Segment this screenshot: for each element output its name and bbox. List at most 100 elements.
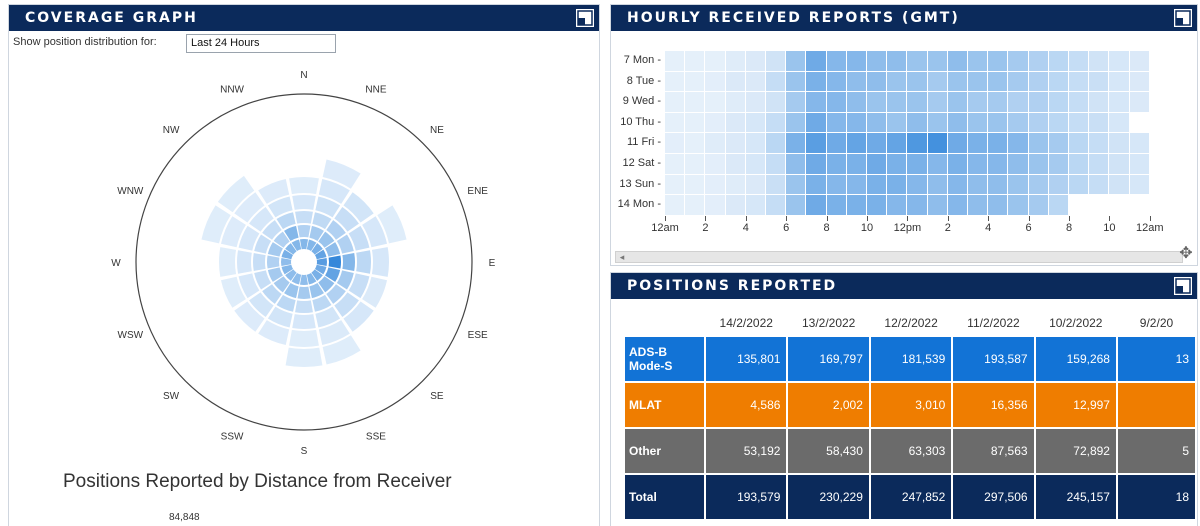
heatmap-cell[interactable] bbox=[1008, 195, 1028, 215]
heatmap-cell[interactable] bbox=[705, 154, 725, 174]
heatmap-cell[interactable] bbox=[1008, 112, 1028, 133]
heatmap-cell[interactable] bbox=[665, 71, 685, 92]
heatmap-cell[interactable] bbox=[806, 51, 826, 71]
heatmap-cell[interactable] bbox=[867, 112, 887, 133]
heatmap-cell[interactable] bbox=[826, 154, 846, 174]
heatmap-cell[interactable] bbox=[887, 92, 907, 112]
heatmap-cell[interactable] bbox=[968, 92, 988, 112]
heatmap-cell[interactable] bbox=[846, 195, 866, 215]
heatmap-cell[interactable] bbox=[867, 133, 887, 153]
heatmap-cell[interactable] bbox=[745, 133, 765, 153]
heatmap-cell[interactable] bbox=[846, 92, 866, 112]
heatmap-cell[interactable] bbox=[1129, 174, 1149, 195]
heatmap-cell[interactable] bbox=[1028, 174, 1048, 195]
heatmap-cell[interactable] bbox=[725, 112, 745, 133]
heatmap-cell[interactable] bbox=[1028, 133, 1048, 153]
heatmap-cell[interactable] bbox=[745, 154, 765, 174]
heatmap-cell[interactable] bbox=[826, 71, 846, 92]
heatmap-cell[interactable] bbox=[968, 195, 988, 215]
heatmap-cell[interactable] bbox=[665, 92, 685, 112]
heatmap-cell[interactable] bbox=[968, 51, 988, 71]
heatmap-cell[interactable] bbox=[988, 154, 1008, 174]
heatmap-cell[interactable] bbox=[1109, 154, 1129, 174]
heatmap-cell[interactable] bbox=[1028, 195, 1048, 215]
heatmap-cell[interactable] bbox=[766, 112, 786, 133]
heatmap-cell[interactable] bbox=[1129, 154, 1149, 174]
heatmap-cell[interactable] bbox=[725, 195, 745, 215]
heatmap-cell[interactable] bbox=[1028, 112, 1048, 133]
heatmap-cell[interactable] bbox=[927, 174, 947, 195]
heatmap-cell[interactable] bbox=[927, 112, 947, 133]
heatmap-cell[interactable] bbox=[786, 51, 806, 71]
heatmap-cell[interactable] bbox=[1048, 195, 1068, 215]
heatmap-cell[interactable] bbox=[1069, 154, 1089, 174]
heatmap-cell[interactable] bbox=[1069, 71, 1089, 92]
heatmap-cell[interactable] bbox=[685, 92, 705, 112]
heatmap-cell[interactable] bbox=[705, 195, 725, 215]
heatmap-cell[interactable] bbox=[947, 174, 967, 195]
heatmap-cell[interactable] bbox=[806, 133, 826, 153]
scroll-left-icon[interactable]: ◂ bbox=[619, 252, 625, 262]
heatmap-cell[interactable] bbox=[968, 71, 988, 92]
heatmap-cell[interactable] bbox=[766, 154, 786, 174]
heatmap-cell[interactable] bbox=[786, 174, 806, 195]
heatmap-cell[interactable] bbox=[1089, 92, 1109, 112]
heatmap-cell[interactable] bbox=[745, 51, 765, 71]
horizontal-scrollbar[interactable]: ◂ bbox=[615, 251, 1183, 263]
heatmap-cell[interactable] bbox=[947, 51, 967, 71]
heatmap-cell[interactable] bbox=[665, 51, 685, 71]
heatmap-cell[interactable] bbox=[1109, 51, 1129, 71]
heatmap-cell[interactable] bbox=[766, 51, 786, 71]
expand-icon[interactable] bbox=[1173, 276, 1193, 296]
heatmap-cell[interactable] bbox=[867, 174, 887, 195]
heatmap-cell[interactable] bbox=[685, 195, 705, 215]
heatmap-cell[interactable] bbox=[1069, 51, 1089, 71]
heatmap-cell[interactable] bbox=[867, 71, 887, 92]
heatmap-cell[interactable] bbox=[1109, 174, 1129, 195]
heatmap-cell[interactable] bbox=[1129, 133, 1149, 153]
heatmap-cell[interactable] bbox=[988, 51, 1008, 71]
heatmap-cell[interactable] bbox=[766, 195, 786, 215]
heatmap-cell[interactable] bbox=[1048, 112, 1068, 133]
heatmap-cell[interactable] bbox=[1028, 92, 1048, 112]
heatmap-cell[interactable] bbox=[1008, 71, 1028, 92]
heatmap-cell[interactable] bbox=[1109, 71, 1129, 92]
heatmap-cell[interactable] bbox=[826, 174, 846, 195]
heatmap-cell[interactable] bbox=[806, 174, 826, 195]
heatmap-cell[interactable] bbox=[786, 195, 806, 215]
heatmap-cell[interactable] bbox=[887, 195, 907, 215]
heatmap-cell[interactable] bbox=[806, 154, 826, 174]
heatmap-cell[interactable] bbox=[685, 51, 705, 71]
heatmap-cell[interactable] bbox=[1048, 71, 1068, 92]
heatmap-cell[interactable] bbox=[887, 112, 907, 133]
heatmap-cell[interactable] bbox=[705, 92, 725, 112]
heatmap-cell[interactable] bbox=[1109, 133, 1129, 153]
heatmap-cell[interactable] bbox=[806, 71, 826, 92]
heatmap-cell[interactable] bbox=[826, 112, 846, 133]
heatmap-cell[interactable] bbox=[725, 154, 745, 174]
heatmap-cell[interactable] bbox=[1089, 154, 1109, 174]
heatmap-cell[interactable] bbox=[1069, 133, 1089, 153]
heatmap-cell[interactable] bbox=[705, 71, 725, 92]
heatmap-cell[interactable] bbox=[927, 133, 947, 153]
heatmap-cell[interactable] bbox=[826, 92, 846, 112]
heatmap-cell[interactable] bbox=[786, 112, 806, 133]
heatmap-cell[interactable] bbox=[988, 92, 1008, 112]
move-icon[interactable]: ✥ bbox=[1179, 245, 1193, 262]
heatmap-cell[interactable] bbox=[1008, 51, 1028, 71]
heatmap-cell[interactable] bbox=[725, 133, 745, 153]
heatmap-cell[interactable] bbox=[766, 174, 786, 195]
heatmap-cell[interactable] bbox=[725, 71, 745, 92]
period-select[interactable]: Last 24 Hours bbox=[186, 34, 336, 53]
heatmap-cell[interactable] bbox=[846, 174, 866, 195]
heatmap-cell[interactable] bbox=[826, 133, 846, 153]
heatmap-cell[interactable] bbox=[1089, 51, 1109, 71]
heatmap-cell[interactable] bbox=[665, 174, 685, 195]
heatmap-cell[interactable] bbox=[927, 92, 947, 112]
heatmap-cell[interactable] bbox=[1008, 154, 1028, 174]
heatmap-cell[interactable] bbox=[806, 195, 826, 215]
heatmap-cell[interactable] bbox=[1129, 51, 1149, 71]
heatmap-cell[interactable] bbox=[887, 51, 907, 71]
heatmap-cell[interactable] bbox=[867, 154, 887, 174]
heatmap-cell[interactable] bbox=[947, 112, 967, 133]
